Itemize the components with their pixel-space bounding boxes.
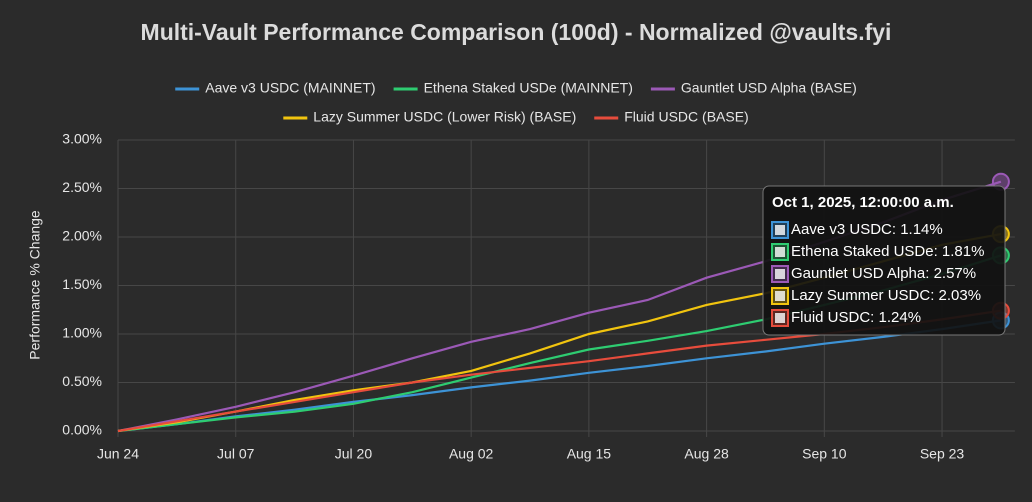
x-tick-label: Jul 07 — [217, 446, 255, 462]
x-tick-label: Sep 23 — [920, 446, 965, 462]
legend-row: Aave v3 USDC (MAINNET) Ethena Staked USDe… — [175, 80, 857, 96]
tooltip-swatch-inner — [775, 291, 785, 301]
tooltip-swatch-inner — [775, 269, 785, 279]
tooltip-item: Fluid USDC: 1.24% — [791, 309, 921, 326]
tooltip: Oct 1, 2025, 12:00:00 a.m. Aave v3 USDC: … — [762, 185, 1006, 336]
x-tick-label: Sep 10 — [802, 446, 847, 462]
y-tick-label: 0.50% — [62, 373, 102, 389]
legend-label: Ethena Staked USDe (MAINNET) — [424, 80, 633, 96]
tooltip-item: Lazy Summer USDC: 2.03% — [791, 287, 981, 304]
x-tick-label: Aug 15 — [567, 446, 612, 462]
legend-label: Aave v3 USDC (MAINNET) — [205, 80, 375, 96]
y-tick-label: 2.00% — [62, 228, 102, 244]
legend-label: Fluid USDC (BASE) — [624, 109, 748, 125]
x-tick-label: Aug 02 — [449, 446, 494, 462]
tooltip-swatch-inner — [775, 313, 785, 323]
series-line — [117, 319, 1002, 433]
y-tick-label: 3.00% — [62, 131, 102, 147]
x-tick-label: Aug 28 — [684, 446, 729, 462]
y-tick-label: 1.00% — [62, 325, 102, 341]
y-tick-label: 2.50% — [62, 179, 102, 195]
x-tick-label: Jul 20 — [335, 446, 373, 462]
y-tick-label: 0.00% — [62, 422, 102, 438]
tooltip-swatch-inner — [775, 247, 785, 257]
legend-label: Gauntlet USD Alpha (BASE) — [681, 80, 857, 96]
legend-row: Lazy Summer USDC (Lower Risk) (BASE) Flui… — [283, 109, 749, 125]
tooltip-item: Aave v3 USDC: 1.14% — [791, 221, 943, 238]
y-tick-label: 1.50% — [62, 276, 102, 292]
tooltip-swatch-inner — [775, 225, 785, 235]
y-axis-label: Performance % Change — [27, 210, 43, 360]
tooltip-item: Ethena Staked USDe: 1.81% — [791, 243, 984, 260]
tooltip-box — [762, 185, 1006, 336]
tooltip-item: Gauntlet USD Alpha: 2.57% — [791, 265, 976, 282]
tooltip-title: Oct 1, 2025, 12:00:00 a.m. — [772, 194, 954, 211]
chart-title: Multi-Vault Performance Comparison (100d… — [141, 19, 892, 45]
x-tick-label: Jun 24 — [97, 446, 139, 462]
legend-label: Lazy Summer USDC (Lower Risk) (BASE) — [313, 109, 576, 125]
